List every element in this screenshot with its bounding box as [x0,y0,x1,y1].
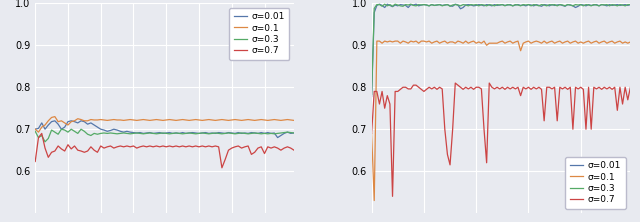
σ=0.7 [38,132,45,135]
σ=0.01 [431,4,438,7]
Line: σ=0.7: σ=0.7 [372,83,630,196]
σ=0.3 [41,141,49,143]
σ=0.01 [212,132,220,135]
σ=0.01 [368,95,376,98]
σ=0.1 [31,128,39,131]
Legend: σ=0.01, σ=0.1, σ=0.3, σ=0.7: σ=0.01, σ=0.1, σ=0.3, σ=0.7 [229,8,289,60]
Line: σ=0.3: σ=0.3 [35,129,294,142]
σ=0.1 [51,115,59,118]
σ=0.3 [627,3,634,6]
σ=0.7 [149,145,157,148]
σ=0.01 [504,4,511,6]
σ=0.7 [506,88,514,90]
σ=0.1 [35,131,42,133]
σ=0.01 [627,3,634,6]
σ=0.01 [192,132,200,134]
σ=0.3 [504,3,511,6]
σ=0.01 [274,136,282,139]
σ=0.1 [506,40,514,42]
σ=0.01 [149,132,157,135]
σ=0.3 [431,4,438,7]
σ=0.3 [368,93,376,96]
σ=0.7 [527,88,535,91]
σ=0.3 [152,133,160,135]
σ=0.1 [205,118,212,121]
σ=0.1 [619,42,627,45]
σ=0.01 [31,128,39,131]
σ=0.1 [527,42,535,45]
σ=0.01 [264,131,271,134]
σ=0.1 [195,119,203,121]
Legend: σ=0.01, σ=0.1, σ=0.3, σ=0.7: σ=0.01, σ=0.1, σ=0.3, σ=0.7 [565,157,626,209]
Line: σ=0.3: σ=0.3 [372,4,630,94]
σ=0.7 [202,145,209,148]
σ=0.3 [420,3,428,6]
σ=0.1 [215,119,223,121]
σ=0.3 [616,3,624,6]
σ=0.7 [388,195,396,198]
σ=0.3 [290,132,298,134]
σ=0.7 [290,149,298,152]
σ=0.1 [368,132,376,135]
σ=0.01 [376,3,383,6]
σ=0.01 [616,4,624,7]
σ=0.1 [192,118,200,121]
σ=0.7 [218,166,226,169]
σ=0.7 [451,82,459,84]
σ=0.3 [268,132,275,135]
Line: σ=0.01: σ=0.01 [35,121,294,138]
σ=0.01 [608,4,616,7]
σ=0.01 [202,131,209,134]
σ=0.3 [31,130,39,133]
σ=0.3 [608,3,616,6]
σ=0.01 [525,3,532,6]
σ=0.1 [373,40,381,42]
Line: σ=0.1: σ=0.1 [372,41,630,200]
σ=0.01 [420,3,428,6]
σ=0.01 [189,131,196,134]
σ=0.3 [215,132,223,135]
σ=0.1 [627,41,634,43]
σ=0.1 [611,42,618,45]
σ=0.7 [420,90,428,93]
σ=0.1 [152,118,160,121]
σ=0.3 [192,133,200,135]
σ=0.3 [58,128,65,131]
Line: σ=0.01: σ=0.01 [372,4,630,97]
σ=0.01 [51,119,59,122]
σ=0.3 [205,133,212,135]
σ=0.7 [212,145,220,147]
σ=0.7 [192,145,200,147]
σ=0.1 [290,119,298,122]
σ=0.1 [433,40,441,42]
σ=0.1 [422,41,430,43]
σ=0.7 [619,103,627,105]
σ=0.01 [290,132,298,134]
σ=0.7 [431,86,438,89]
σ=0.3 [525,3,532,6]
σ=0.1 [268,119,275,121]
σ=0.7 [368,132,376,135]
σ=0.7 [189,145,196,148]
σ=0.1 [371,199,378,202]
σ=0.7 [627,86,634,89]
σ=0.7 [611,86,618,89]
σ=0.3 [381,3,388,6]
σ=0.7 [31,160,39,163]
σ=0.7 [268,147,275,149]
Line: σ=0.1: σ=0.1 [35,117,294,132]
Line: σ=0.7: σ=0.7 [35,133,294,168]
σ=0.3 [195,132,203,135]
